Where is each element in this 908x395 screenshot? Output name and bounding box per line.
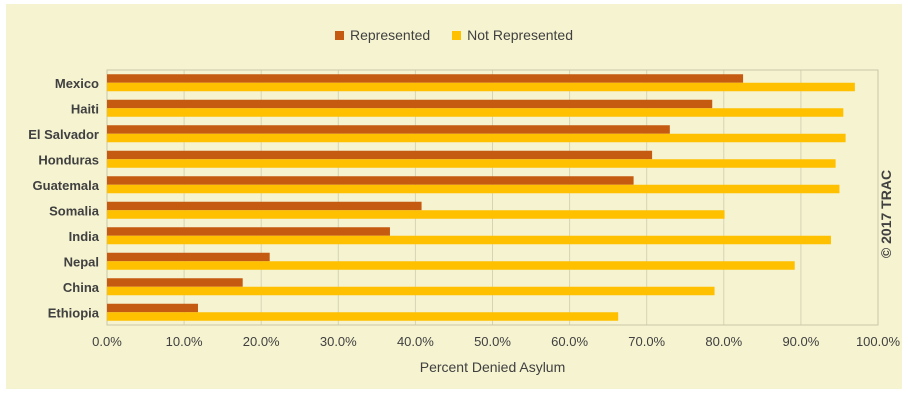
category-label: Honduras [38,152,99,167]
bar-represented-guatemala [107,176,634,185]
bar-not-represented-honduras [107,159,836,168]
category-label: El Salvador [28,127,99,142]
x-tick-label: 0.0% [92,334,122,349]
category-label: Somalia [49,203,100,218]
bar-represented-honduras [107,150,653,160]
legend-swatch-represented [334,30,344,40]
bar-represented-india [107,227,390,236]
x-tick-label: 80.0% [705,334,742,349]
category-label: Mexico [55,76,99,91]
bar-not-represented-india [107,235,831,245]
x-tick-label: 60.0% [551,334,588,349]
bar-chart: Mexico Haiti El Salvador Honduras Guatemala S… [28,69,901,375]
legend-swatch-not-represented [452,30,462,40]
x-tick-label: 100.0% [856,334,901,349]
plot-border [106,69,879,326]
legend: Represented Not Represented [6,27,902,43]
bar-represented-mexico [107,74,744,83]
x-axis-title: Percent Denied Asylum [420,359,566,375]
bar-represented-china [107,278,243,287]
bar-represented-somalia [107,201,422,211]
bar-not-represented-el-salvador [107,133,846,143]
bar-not-represented-nepal [107,261,795,270]
category-label: Ethiopia [48,305,100,320]
bar-not-represented-guatemala [107,184,840,194]
legend-label-not-represented: Not Represented [467,27,573,43]
x-tick-label: 30.0% [320,334,357,349]
bar-represented-haiti [107,99,713,109]
category-label: Nepal [64,254,99,269]
bar-not-represented-haiti [107,108,844,117]
legend-label-represented: Represented [349,27,431,43]
x-tick-label: 40.0% [397,334,434,349]
x-tick-label: 70.0% [628,334,665,349]
bar-not-represented-china [107,286,715,296]
bar-represented-nepal [107,252,270,262]
bar-not-represented-mexico [107,82,855,92]
bar-represented-el-salvador [107,125,670,134]
x-tick-label: 20.0% [243,334,280,349]
category-label: India [69,229,100,244]
category-label: China [63,280,100,295]
x-tick-label: 90.0% [782,334,819,349]
copyright-watermark: © 2017 TRAC [878,169,894,259]
legend-item-represented: Represented [334,27,431,43]
x-tick-label: 50.0% [474,334,511,349]
bar-not-represented-somalia [107,210,725,219]
x-tick-label: 10.0% [166,334,203,349]
chart-panel: Represented Not Represented Mexico Haiti E… [6,4,902,389]
bar-represented-ethiopia [107,303,198,313]
legend-item-not-represented: Not Represented [452,27,573,43]
category-label: Haiti [71,101,99,116]
bar-not-represented-ethiopia [107,312,619,321]
category-label: Guatemala [33,178,100,193]
